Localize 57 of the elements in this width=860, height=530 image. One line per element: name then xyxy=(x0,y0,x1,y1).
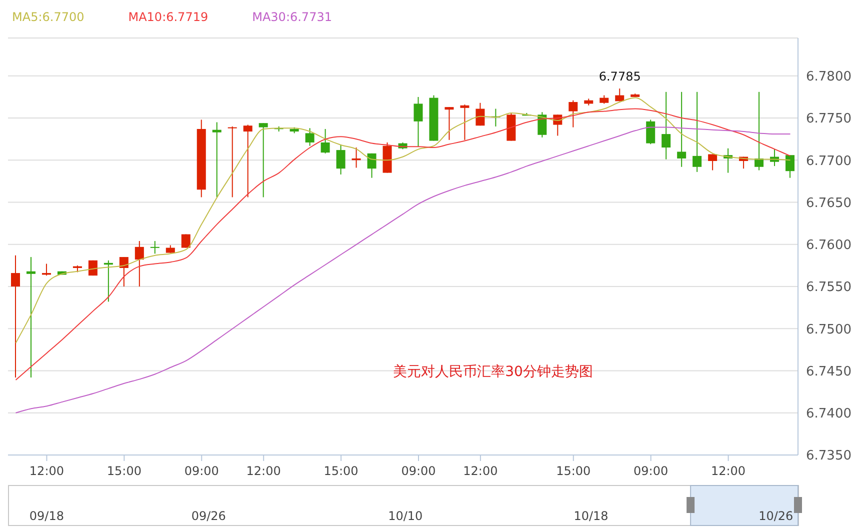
x-tick-label: 12:00 xyxy=(29,464,64,478)
candlestick xyxy=(414,96,423,148)
candlestick xyxy=(212,122,222,198)
candlestick xyxy=(11,254,20,378)
text: 09/26 xyxy=(191,509,226,523)
y-tick-label: 6.7800 xyxy=(806,70,852,85)
candlestick xyxy=(708,154,718,171)
y-tick-label: 6.7350 xyxy=(806,448,852,464)
x-tick-label: 15:00 xyxy=(324,464,358,478)
x-tick-label: 09:00 xyxy=(634,464,668,478)
text: 10/10 xyxy=(388,509,423,523)
candlestick xyxy=(444,106,454,140)
candlestick xyxy=(134,240,144,288)
line-series xyxy=(15,126,791,414)
candlestick xyxy=(119,256,128,288)
candlestick xyxy=(305,128,314,146)
candlestick xyxy=(646,119,656,145)
y-tick-label: 6.7750 xyxy=(806,112,852,127)
candlestick xyxy=(786,154,795,178)
candlestick xyxy=(615,88,624,102)
x-tick-label: 15:00 xyxy=(106,464,142,478)
candlestick xyxy=(26,256,36,378)
text: MA30:6.7731 xyxy=(252,10,332,24)
candlestick xyxy=(228,126,237,198)
text: 10/18 xyxy=(574,509,608,523)
x-tick-label: 12:00 xyxy=(463,464,498,478)
y-tick-label: 6.7550 xyxy=(806,280,852,296)
text: 美元对人民币汇率30分钟走势图 xyxy=(392,363,594,381)
text: 09/18 xyxy=(29,509,64,523)
candlestick xyxy=(476,102,485,126)
y-tick-label: 6.7400 xyxy=(806,406,852,422)
candlestick xyxy=(538,112,547,138)
x-tick-label: 12:00 xyxy=(246,464,281,478)
y-tick-label: 6.7650 xyxy=(806,196,852,211)
x-tick-label: 09:00 xyxy=(401,464,436,478)
candlestick xyxy=(150,240,160,254)
text: MA5:6.7700 xyxy=(12,10,84,24)
text: 10/26 xyxy=(758,509,794,523)
candlestick xyxy=(677,91,686,168)
annotation: 6.7785 xyxy=(598,70,641,84)
candlestick xyxy=(320,128,330,154)
y-tick-label: 6.7500 xyxy=(806,322,852,338)
candlestick xyxy=(568,100,578,128)
x-tick-label: 12:00 xyxy=(710,464,746,478)
candlestick xyxy=(460,104,470,140)
candlestick xyxy=(336,144,346,175)
candlestick xyxy=(258,122,268,198)
x-tick-label: 09:00 xyxy=(184,464,219,478)
text: MA10:6.7719 xyxy=(128,10,208,24)
candlestick xyxy=(243,124,252,198)
candlestick xyxy=(692,91,702,172)
y-tick-label: 6.7700 xyxy=(806,154,852,169)
y-tick-label: 6.7600 xyxy=(806,238,852,254)
y-tick-label: 6.7450 xyxy=(806,364,852,380)
candlestick xyxy=(181,234,190,248)
candlestick xyxy=(662,91,671,160)
x-tick-label: 15:00 xyxy=(556,464,591,478)
